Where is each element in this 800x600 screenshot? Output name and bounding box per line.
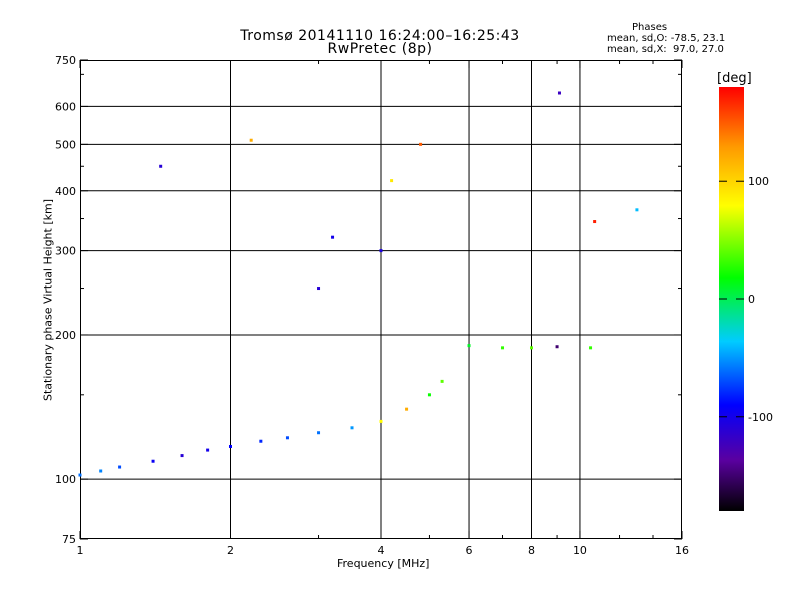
x-tick-label: 8	[528, 544, 535, 557]
x-ticks: 1 2 4 6 8 10 16	[77, 60, 689, 557]
chart-subtitle: RwPretec (8p)	[327, 41, 433, 57]
data-point	[317, 431, 321, 435]
data-point	[467, 344, 471, 348]
x-tick-label: 6	[466, 544, 473, 557]
colorbar-tick-label: -100	[748, 411, 773, 424]
data-point	[390, 179, 394, 183]
data-point	[557, 91, 561, 95]
y-tick-label: 600	[55, 100, 76, 113]
data-point	[589, 346, 593, 350]
data-point	[379, 419, 383, 423]
data-point	[405, 407, 409, 411]
y-tick-label: 750	[55, 54, 76, 67]
x-axis-label: Frequency [MHz]	[337, 557, 430, 570]
data-point	[206, 448, 210, 452]
data-point	[78, 473, 82, 477]
data-point	[249, 138, 253, 142]
data-point	[350, 426, 354, 430]
points-layer	[78, 91, 639, 477]
data-point	[99, 469, 103, 473]
data-point	[118, 465, 122, 469]
grid-layer	[80, 60, 682, 539]
x-tick-label: 10	[573, 544, 587, 557]
data-point	[229, 444, 232, 448]
data-point	[440, 379, 444, 383]
data-point	[501, 346, 505, 350]
y-tick-label: 100	[55, 473, 76, 486]
colorbar-tick-label: 100	[748, 175, 769, 188]
x-tick-label: 1	[77, 544, 84, 557]
colorbar-label: [deg]	[717, 71, 752, 86]
data-point	[317, 287, 321, 291]
x-tick-label: 4	[378, 544, 385, 557]
data-point	[593, 220, 597, 224]
y-tick-label: 200	[55, 329, 76, 342]
y-tick-label: 75	[62, 533, 76, 546]
data-point	[151, 459, 155, 463]
y-ticks: 75 100 200 300 400 500 600 750	[55, 54, 682, 546]
data-point	[555, 345, 559, 349]
phase-stats-x: mean, sd,X: 97.0, 27.0	[607, 44, 724, 55]
data-point	[427, 393, 431, 397]
data-point	[331, 235, 335, 239]
data-point	[530, 346, 533, 350]
data-point	[419, 142, 423, 146]
colorbar-tick-label: 0	[748, 293, 755, 306]
data-point	[379, 249, 383, 253]
data-point	[180, 454, 184, 458]
y-tick-label: 300	[55, 245, 76, 258]
chart-title: Tromsø 20141110 16:24:00–16:25:43	[240, 28, 520, 44]
colorbar-ticks: 100 0 -100	[719, 175, 773, 424]
data-point	[635, 208, 639, 212]
data-point	[159, 164, 163, 168]
data-point	[259, 439, 263, 443]
y-tick-label: 400	[55, 185, 76, 198]
phase-stats-o: mean, sd,O: -78.5, 23.1	[607, 33, 726, 44]
y-tick-label: 500	[55, 138, 76, 151]
y-axis-label: Stationary phase Virtual Height [km]	[41, 198, 55, 402]
x-tick-label: 2	[227, 544, 234, 557]
data-point	[285, 436, 289, 440]
phase-stats-title: Phases	[632, 22, 668, 33]
x-tick-label: 16	[675, 544, 689, 557]
